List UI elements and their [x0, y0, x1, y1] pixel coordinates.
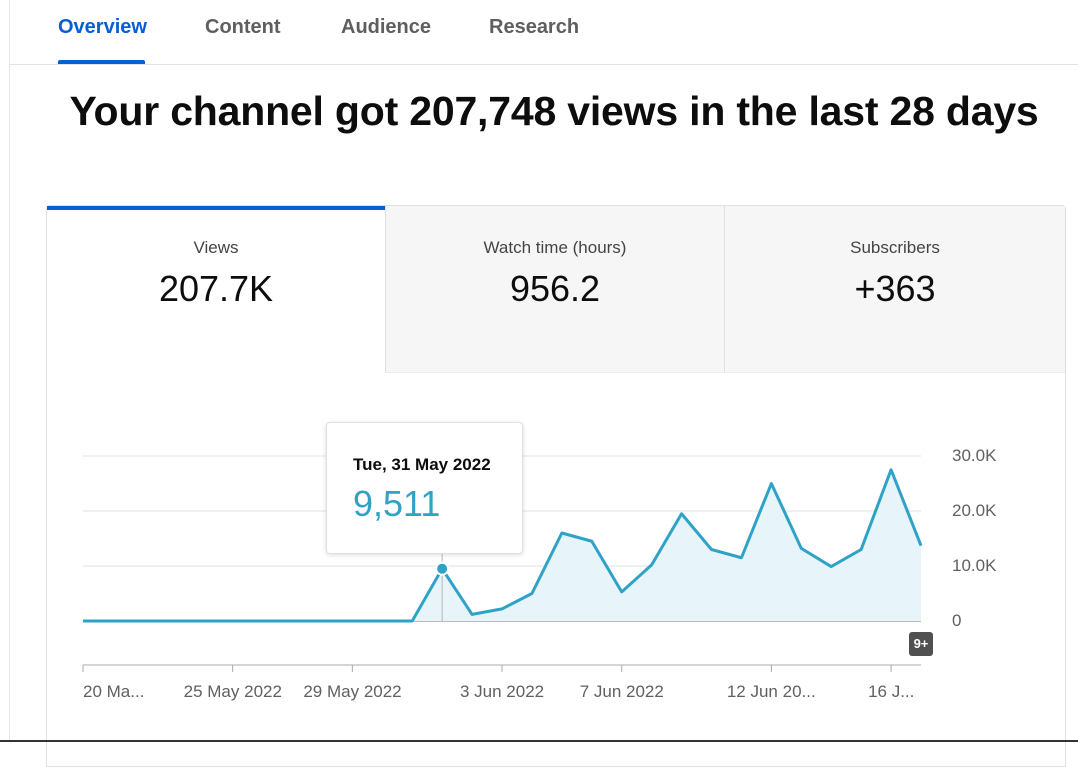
- bottom-divider: [0, 740, 1078, 742]
- left-divider: [9, 0, 10, 742]
- active-tab-indicator: [58, 60, 145, 64]
- tab-audience[interactable]: Audience: [341, 16, 432, 38]
- tooltip-value: 9,511: [353, 483, 441, 524]
- y-tick-label: 10.0K: [952, 556, 997, 575]
- annotation-count-badge[interactable]: 9+: [909, 632, 933, 656]
- metric-watch-time-label: Watch time (hours): [483, 238, 627, 257]
- x-tick-label: 16 J...: [868, 682, 915, 701]
- analytics-tab-bar: Overview Content Audience Research: [10, 0, 1078, 65]
- tab-overview[interactable]: Overview: [58, 16, 147, 38]
- y-tick-label: 30.0K: [952, 446, 997, 465]
- metric-views-value: 207.7K: [158, 268, 274, 309]
- metric-subscribers[interactable]: Subscribers +363: [724, 206, 1065, 373]
- metric-views-label: Views: [193, 238, 239, 257]
- y-tick-label: 0: [952, 611, 962, 630]
- chart-tooltip: Tue, 31 May 2022 9,511: [326, 422, 523, 554]
- metric-watch-time-value: 956.2: [509, 268, 601, 309]
- x-tick-label: 12 Jun 20...: [726, 682, 816, 701]
- page-headline: Your channel got 207,748 views in the la…: [69, 88, 1039, 134]
- y-tick-label: 20.0K: [952, 501, 997, 520]
- views-series-line: [83, 468, 923, 623]
- x-tick-label: 3 Jun 2022: [460, 682, 545, 701]
- tab-content[interactable]: Content: [205, 16, 281, 38]
- metric-subscribers-label: Subscribers: [850, 238, 940, 257]
- tooltip-date: Tue, 31 May 2022: [353, 455, 491, 474]
- views-line-chart: [82, 455, 923, 672]
- views-area-fill: [83, 469, 921, 621]
- x-tick-label: 20 Ma...: [83, 682, 145, 701]
- tab-research[interactable]: Research: [489, 16, 580, 38]
- active-metric-indicator: [47, 206, 385, 210]
- x-tick-label: 25 May 2022: [183, 682, 282, 701]
- metric-subscribers-value: +363: [854, 268, 936, 309]
- x-tick-label: 7 Jun 2022: [579, 682, 664, 701]
- highlight-point[interactable]: [435, 561, 450, 576]
- metric-views[interactable]: Views 207.7K: [47, 206, 385, 372]
- metric-watch-time[interactable]: Watch time (hours) 956.2: [385, 206, 724, 373]
- x-tick-label: 29 May 2022: [303, 682, 402, 701]
